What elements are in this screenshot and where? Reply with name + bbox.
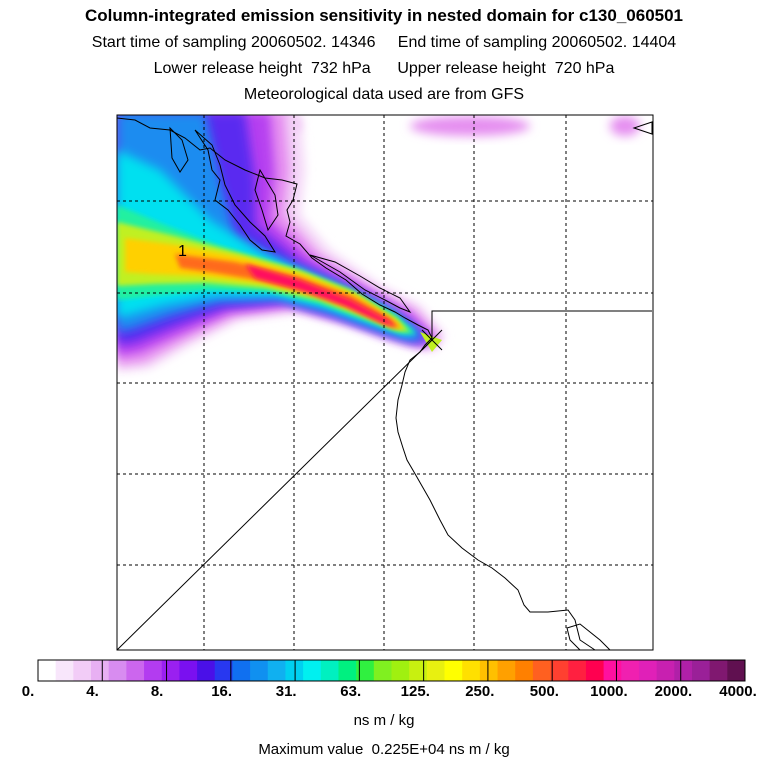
colorbar-swatch [444, 660, 463, 681]
colorbar-swatch [197, 660, 216, 681]
colorbar-swatch [356, 660, 375, 681]
colorbar-swatch [479, 660, 499, 681]
colorbar-swatch [214, 660, 233, 681]
sampling-time-line: Start time of sampling 20060502. 14346 E… [91, 34, 677, 51]
plume-layer [117, 115, 640, 372]
colorbar-tick-label: 16. [211, 683, 233, 700]
colorbar-swatch [656, 660, 675, 681]
colorbar-swatch [709, 660, 728, 681]
colorbar-tick-label: 31. [275, 683, 297, 700]
cluster-label: 1 [178, 243, 187, 260]
met-data-line: Meteorological data used are from GFS [243, 86, 525, 103]
colorbar-swatch [55, 660, 74, 681]
colorbar-swatch [638, 660, 658, 681]
colorbar-swatch [303, 660, 322, 681]
colorbar-units: ns m / kg [353, 712, 415, 729]
colorbar-swatch [568, 660, 587, 681]
colorbar-swatch [91, 660, 110, 681]
colorbar-swatch [409, 660, 428, 681]
colorbar-swatch [550, 660, 569, 681]
plume-source [420, 332, 442, 352]
map-grid [117, 115, 653, 650]
colorbar-tick-label: 4000. [719, 683, 757, 700]
colorbar [37, 659, 746, 682]
coastline [116, 117, 653, 651]
colorbar-swatch [38, 660, 57, 681]
colorbar-swatch [73, 660, 92, 681]
release-lines [116, 310, 652, 651]
colorbar-swatch [179, 660, 198, 681]
colorbar-swatch [144, 660, 163, 681]
plume-band [175, 254, 400, 328]
map-frame [116, 114, 654, 651]
colorbar-tick-label: 125. [400, 683, 430, 700]
colorbar-tick-label: 63. [340, 683, 362, 700]
colorbar-swatch [108, 660, 127, 681]
colorbar-swatch [497, 660, 516, 681]
plume-band [245, 264, 397, 328]
colorbar-swatch [727, 660, 746, 681]
colorbar-swatch [373, 660, 392, 681]
colorbar-frame [37, 659, 746, 682]
colorbar-tick-label: 250. [465, 683, 495, 700]
colorbar-swatch [391, 660, 410, 681]
colorbar-tick-label: 8. [150, 683, 164, 700]
colorbar-swatch [462, 660, 481, 681]
colorbar-swatch [250, 660, 269, 681]
colorbar-labels: 0. 4. 8. 16. 31. 63. 125. 250. 500. 1000. 2000. 400… [0, 683, 768, 705]
colorbar-swatch [585, 660, 605, 681]
colorbar-swatch [161, 660, 180, 681]
colorbar-tick-label: 500. [529, 683, 559, 700]
colorbar-tick-label: 4. [86, 683, 99, 700]
colorbar-tick-label: 1000. [590, 683, 628, 700]
colorbar-tick-label: 2000. [654, 683, 693, 700]
colorbar-swatch [126, 660, 145, 681]
colorbar-swatch [338, 660, 357, 681]
colorbar-swatch [232, 660, 251, 681]
chart-title: Column-integrated emission sensitivity i… [84, 6, 684, 25]
colorbar-swatch [691, 660, 711, 681]
colorbar-swatch [532, 660, 552, 681]
colorbar-swatch [426, 660, 446, 681]
colorbar-swatch [674, 660, 693, 681]
maximum-value: Maximum value 0.225E+04 ns m / kg [258, 741, 510, 758]
release-height-line: Lower release height 732 hPa Upper relea… [153, 60, 615, 77]
colorbar-swatch [285, 660, 304, 681]
colorbar-swatch [267, 660, 286, 681]
emission-plume [117, 115, 445, 372]
colorbar-swatch [320, 660, 339, 681]
colorbar-tick-label: 0. [21, 683, 35, 700]
colorbar-swatch [621, 660, 640, 681]
colorbar-swatch [515, 660, 534, 681]
colorbar-swatch [603, 660, 622, 681]
